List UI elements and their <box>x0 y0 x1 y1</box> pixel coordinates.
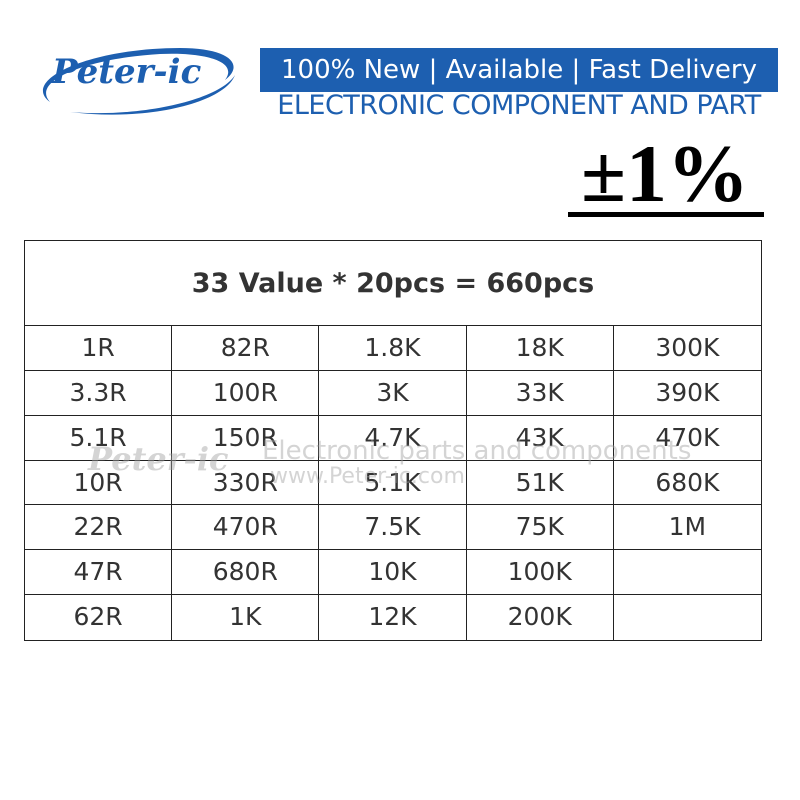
table-cell: 3K <box>319 370 467 416</box>
watermark-url: www.Peter-ic.com <box>270 464 465 489</box>
table-cell: 3.3R <box>25 370 173 416</box>
table-cell: 1K <box>172 595 320 640</box>
table-cell: 100K <box>466 550 614 596</box>
table-cell <box>613 550 761 596</box>
table-title: 33 Value * 20pcs = 660pcs <box>25 241 761 326</box>
table-cell: 82R <box>172 326 320 371</box>
table-cell: 10R <box>25 460 173 506</box>
table-cell <box>614 595 761 640</box>
tolerance: ±1% <box>580 128 749 219</box>
table-cell: 47R <box>25 550 173 596</box>
table-cell: 300K <box>613 326 761 371</box>
table-cell: 1M <box>613 505 761 551</box>
watermark-text: Electronic parts and components <box>262 436 692 466</box>
banner: 100% New | Available | Fast Delivery <box>260 48 778 92</box>
table-cell: 390K <box>613 371 761 416</box>
table-cell: 5.1R <box>25 415 173 461</box>
table-cell: 5.1K <box>319 460 467 506</box>
table-cell: 470K <box>613 416 761 461</box>
subtitle: ELECTRONIC COMPONENT AND PART <box>277 90 761 121</box>
table-cell: 330R <box>172 460 320 506</box>
table-cell: 680R <box>172 550 320 596</box>
logo-swoosh <box>42 48 235 115</box>
table-cell: 18K <box>466 326 614 371</box>
table-cell: 75K <box>466 505 614 551</box>
table-cell: 150R <box>172 415 320 461</box>
table-cell: 33K <box>466 370 614 416</box>
table-cell: 43K <box>466 415 614 461</box>
table-cell: 22R <box>25 505 173 551</box>
value-table: 33 Value * 20pcs = 660pcs 1R 82R 1.8K 18K 30… <box>24 240 762 641</box>
table-cell: 7.5K <box>319 505 467 551</box>
underline <box>568 212 764 217</box>
table-cell: 470R <box>172 505 320 551</box>
table-cell: 1.8K <box>319 326 467 371</box>
table-cell: 680K <box>613 461 761 506</box>
table-cell: 1R <box>25 326 173 371</box>
table-cell: 100R <box>172 370 320 416</box>
watermark-logo: Peter-ic <box>88 440 229 478</box>
table-cell: 4.7K <box>319 415 467 461</box>
table-cell: 12K <box>319 595 467 640</box>
table-cell: 51K <box>466 460 614 506</box>
table-cell: 10K <box>319 550 467 596</box>
table-cell: 200K <box>467 595 614 640</box>
logo: Peter-ic <box>52 52 202 92</box>
table-cell: 62R <box>25 595 173 640</box>
